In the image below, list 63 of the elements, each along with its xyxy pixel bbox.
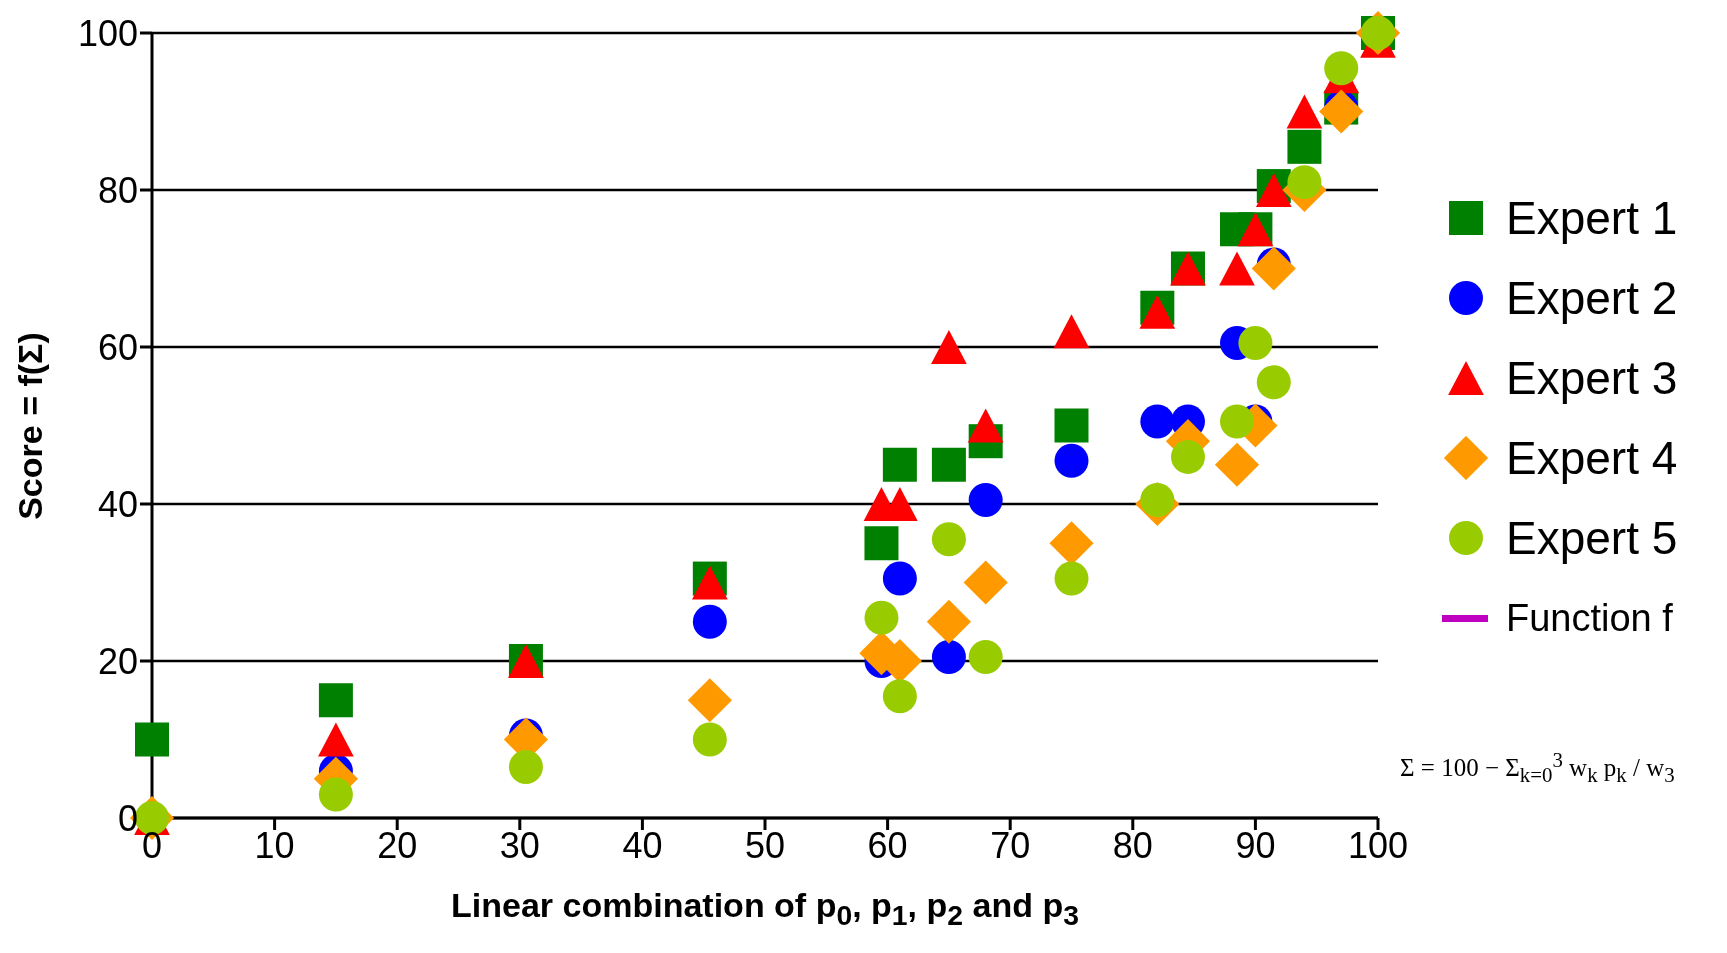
x-tick-label: 10 — [254, 824, 295, 866]
legend-label: Function f — [1506, 596, 1673, 640]
point — [687, 678, 732, 723]
point — [963, 560, 1008, 605]
x-tick-label: 100 — [1347, 824, 1409, 866]
point — [1287, 165, 1322, 200]
y-tick-label: 0 — [117, 797, 138, 839]
point — [1054, 561, 1089, 596]
point — [882, 561, 917, 596]
point — [1286, 94, 1323, 129]
point — [692, 604, 727, 639]
legend-label: Expert 4 — [1506, 431, 1678, 485]
point — [968, 483, 1003, 518]
point — [1219, 251, 1255, 286]
x-tick-label: 50 — [744, 824, 786, 866]
x-tick-label: 60 — [867, 824, 908, 866]
point — [318, 683, 353, 718]
y-tick-label: 40 — [97, 483, 138, 525]
point — [931, 522, 966, 557]
x-tick-label: 90 — [1235, 824, 1276, 866]
y-axis-title: Score = f(Σ) — [10, 331, 50, 520]
point — [864, 600, 899, 635]
point — [1324, 51, 1359, 86]
text: Σ = 100 − Σ$_{k=0}$$^{3}$ w$_{k}$ p$_{k}$ / w$_{3}$ — [1400, 748, 1675, 788]
y-tick-label: 20 — [97, 640, 138, 682]
point — [1287, 129, 1322, 164]
point — [926, 599, 971, 644]
point — [931, 447, 966, 482]
x-tick-label: 30 — [499, 824, 540, 866]
point — [692, 722, 727, 757]
point — [318, 777, 353, 812]
point — [1170, 439, 1205, 474]
legend-label: Expert 5 — [1506, 511, 1678, 565]
point — [135, 722, 169, 757]
point — [1256, 365, 1291, 400]
y-tick-label: 80 — [97, 169, 138, 211]
point — [1054, 408, 1089, 443]
x-tick-label: 70 — [990, 824, 1031, 866]
x-tick-label: 40 — [622, 824, 663, 866]
point — [968, 640, 1003, 675]
point — [967, 408, 1004, 443]
legend-label: Expert 2 — [1506, 271, 1678, 325]
x-axis-title: Linear combination of p$_{0}$, p$_{1}$, p$_{2}$ and p$_{3}$ — [450, 886, 1080, 932]
point — [1054, 443, 1089, 478]
point — [1214, 442, 1260, 487]
point — [864, 526, 899, 561]
x-tick-label: 20 — [377, 824, 418, 866]
point — [1140, 404, 1175, 439]
point — [1251, 246, 1296, 291]
point — [508, 749, 543, 784]
legend-label: Expert 3 — [1506, 351, 1678, 405]
point — [1238, 326, 1273, 361]
y-tick-label: 100 — [77, 12, 138, 54]
x-tick-label: 80 — [1112, 824, 1153, 866]
point — [1053, 314, 1090, 349]
point — [318, 722, 354, 757]
point — [882, 679, 917, 714]
point — [1319, 89, 1364, 134]
legend-label: Expert 1 — [1506, 191, 1678, 245]
y-tick-label: 60 — [97, 326, 138, 368]
point — [931, 330, 967, 364]
point — [931, 640, 966, 675]
point — [882, 447, 917, 482]
